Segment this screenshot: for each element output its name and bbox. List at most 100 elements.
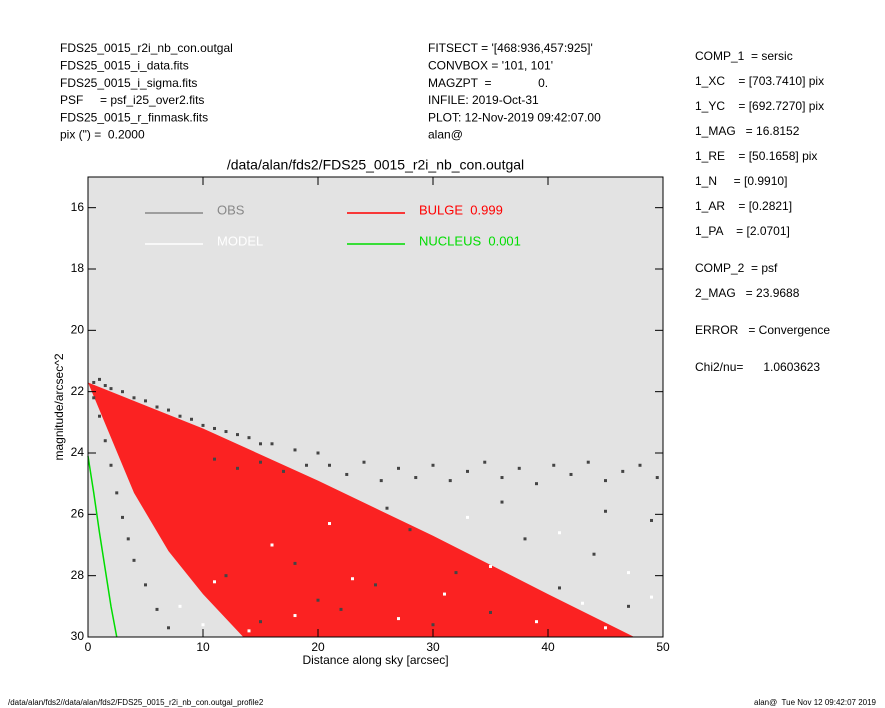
y-tick-label: 28: [71, 568, 85, 582]
data-point: [466, 469, 469, 473]
data-point: [178, 604, 182, 608]
data-point: [305, 463, 308, 467]
data-point: [362, 460, 366, 464]
fit-parameter: 1_XC = [703.7410] pix: [695, 74, 824, 88]
header-left-line: FDS25_0015_i_sigma.fits: [60, 76, 197, 90]
footer-left: /data/alan/fds2//data/alan/fds2/FDS25_00…: [8, 698, 264, 707]
data-point: [201, 623, 205, 627]
data-point: [144, 583, 147, 587]
data-point: [604, 626, 607, 630]
data-point: [443, 592, 446, 596]
data-point: [558, 586, 561, 590]
header-left-line: FDS25_0015_i_data.fits: [60, 58, 189, 72]
data-point: [627, 571, 630, 575]
data-point: [282, 469, 285, 473]
data-point: [259, 460, 262, 464]
data-point: [650, 595, 653, 599]
data-point: [236, 433, 239, 437]
data-point: [92, 396, 96, 400]
data-point: [328, 463, 331, 467]
data-point: [483, 460, 487, 464]
header-left-line: FDS25_0015_r2i_nb_con.outgal: [60, 41, 233, 55]
data-point: [98, 414, 101, 418]
data-point: [121, 515, 124, 519]
fit-parameter: COMP_1 = sersic: [695, 49, 793, 63]
data-point: [517, 466, 521, 470]
header-middle-line: PLOT: 12-Nov-2019 09:42:07.00: [428, 110, 601, 124]
data-point: [293, 614, 297, 618]
fit-parameter: 1_MAG = 16.8152: [695, 124, 800, 138]
y-tick-label: 16: [71, 200, 85, 214]
data-point: [224, 430, 228, 434]
data-point: [103, 439, 107, 443]
data-point: [224, 574, 228, 578]
data-point: [270, 442, 274, 446]
data-point: [98, 377, 101, 381]
header-middle-line: MAGZPT = 0.: [428, 76, 548, 90]
header-middle-line: INFILE: 2019-Oct-31: [428, 93, 539, 107]
data-point: [213, 426, 216, 430]
data-point: [293, 448, 297, 452]
header-left-line: pix (") = 0.2000: [60, 128, 145, 142]
data-point: [201, 423, 205, 427]
data-point: [247, 629, 251, 633]
fit-parameter: 1_RE = [50.1658] pix: [695, 149, 817, 163]
data-point: [259, 442, 262, 446]
data-point: [167, 408, 170, 412]
data-point: [604, 479, 607, 483]
data-point: [489, 564, 492, 568]
x-tick-label: 40: [541, 640, 555, 654]
y-tick-label: 26: [71, 507, 85, 521]
data-point: [397, 466, 400, 470]
header-left-line: FDS25_0015_r_finmask.fits: [60, 110, 208, 124]
data-point: [103, 384, 107, 388]
header-middle-line: alan@: [428, 128, 463, 142]
footer-right: alan@ Tue Nov 12 09:42:07 2019: [754, 698, 877, 707]
fit-parameter: 1_PA = [2.0701]: [695, 224, 790, 238]
data-point: [351, 577, 354, 581]
data-point: [247, 436, 251, 440]
data-point: [144, 399, 147, 403]
x-axis-label: Distance along sky [arcsec]: [302, 653, 448, 667]
data-point: [92, 380, 96, 384]
y-tick-label: 20: [71, 323, 85, 337]
data-point: [259, 620, 262, 624]
y-axis-label: magnitude/arcsec^2: [52, 353, 66, 460]
fit-parameter: 1_AR = [0.2821]: [695, 199, 792, 213]
data-point: [500, 500, 504, 504]
data-point: [408, 528, 412, 532]
data-point: [132, 558, 136, 562]
data-point: [115, 491, 119, 495]
header-middle-line: CONVBOX = '101, 101': [428, 58, 553, 72]
data-point: [397, 617, 400, 621]
data-point: [431, 623, 435, 627]
data-point: [638, 463, 642, 467]
data-point: [132, 396, 136, 400]
data-point: [345, 472, 349, 476]
data-point: [621, 469, 625, 473]
x-tick-label: 0: [85, 640, 92, 654]
header-middle-line: FITSECT = '[468:936,457:925]': [428, 41, 593, 55]
data-point: [339, 607, 343, 611]
y-tick-label: 30: [71, 629, 85, 643]
data-point: [627, 604, 630, 608]
data-point: [385, 506, 389, 510]
data-point: [178, 414, 182, 418]
header-left-line: PSF = psf_i25_over2.fits: [60, 93, 204, 107]
data-point: [500, 476, 504, 480]
data-point: [316, 451, 320, 455]
fit-parameter: ERROR = Convergence: [695, 323, 830, 337]
data-point: [155, 405, 159, 409]
data-point: [592, 552, 596, 556]
data-point: [581, 601, 584, 605]
data-point: [650, 518, 653, 522]
data-point: [213, 580, 216, 584]
x-tick-label: 50: [656, 640, 670, 654]
data-point: [454, 571, 458, 575]
data-point: [604, 509, 607, 513]
model-line: [87, 455, 118, 638]
model-area: [88, 382, 635, 637]
data-point: [466, 515, 469, 519]
data-point: [552, 463, 556, 467]
